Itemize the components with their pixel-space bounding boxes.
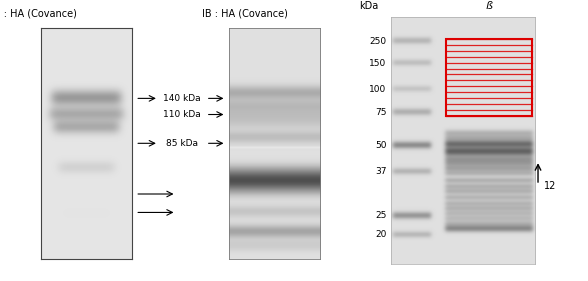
- Text: 37: 37: [375, 167, 386, 176]
- Text: IB : HA (Covance): IB : HA (Covance): [0, 9, 77, 19]
- Text: 100: 100: [369, 85, 386, 94]
- Text: 140 kDa: 140 kDa: [163, 94, 201, 103]
- Text: ß: ß: [486, 1, 493, 11]
- Text: kDa: kDa: [359, 1, 378, 11]
- Text: 12: 12: [544, 181, 556, 191]
- Text: 75: 75: [375, 108, 386, 117]
- Text: 20: 20: [375, 230, 386, 239]
- Text: 110 kDa: 110 kDa: [163, 110, 201, 119]
- Text: IB : HA (Covance): IB : HA (Covance): [202, 9, 288, 19]
- Text: 150: 150: [369, 59, 386, 68]
- Text: 250: 250: [369, 37, 386, 46]
- Text: 50: 50: [375, 141, 386, 150]
- Bar: [446, 39, 532, 116]
- Text: 85 kDa: 85 kDa: [166, 139, 198, 148]
- Text: 25: 25: [375, 211, 386, 220]
